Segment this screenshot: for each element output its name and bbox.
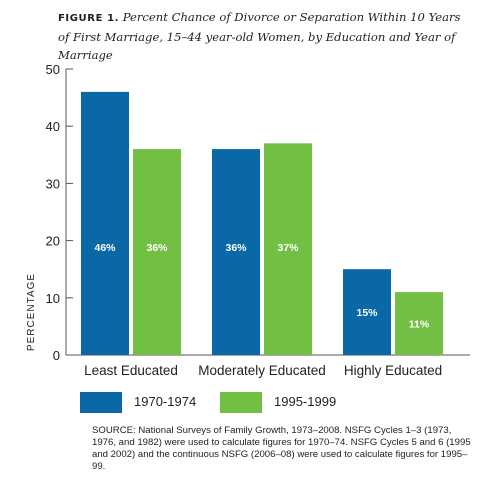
data-label: 37% bbox=[277, 242, 299, 254]
data-label: 36% bbox=[146, 242, 168, 254]
bar-least-educated-1995-1999 bbox=[133, 149, 181, 355]
x-category-label: Moderately Educated bbox=[198, 363, 326, 378]
figure-label: FIGURE 1. bbox=[58, 13, 120, 24]
bar-highly-educated-1970-1974 bbox=[343, 269, 391, 355]
legend-label-1995-1999: 1995-1999 bbox=[274, 394, 337, 409]
legend-swatch-1995-1999 bbox=[220, 392, 262, 413]
source-note: SOURCE: National Surveys of Family Growt… bbox=[92, 425, 471, 472]
bar-least-educated-1970-1974 bbox=[81, 91, 129, 355]
bar-chart: 0 10 20 30 40 50 PERCENTAGE 46% 36% Least Educate… bbox=[26, 62, 470, 378]
y-tick-label: 10 bbox=[46, 291, 60, 306]
y-tick-label: 50 bbox=[46, 62, 60, 77]
figure-caption: FIGURE 1. Percent Chance of Divorce or S… bbox=[58, 8, 474, 64]
data-label: 36% bbox=[225, 242, 247, 254]
data-label: 15% bbox=[356, 307, 378, 319]
bar-moderately-educated-1995-1999 bbox=[264, 143, 312, 355]
x-category-label: Highly Educated bbox=[344, 363, 442, 378]
legend-label-1970-1974: 1970-1974 bbox=[134, 394, 197, 409]
bar-moderately-educated-1970-1974 bbox=[212, 149, 260, 355]
legend-swatch-1970-1974 bbox=[80, 392, 122, 413]
data-label: 11% bbox=[409, 319, 430, 331]
y-tick-label: 30 bbox=[46, 176, 60, 191]
y-tick-label: 40 bbox=[46, 119, 60, 134]
figure-title: Percent Chance of Divorce or Separation … bbox=[58, 10, 461, 62]
y-tick-label: 20 bbox=[46, 234, 60, 249]
x-category-label: Least Educated bbox=[84, 363, 178, 378]
bar-highly-educated-1995-1999 bbox=[395, 292, 443, 355]
data-label: 46% bbox=[94, 242, 116, 254]
y-axis-title: PERCENTAGE bbox=[26, 273, 37, 351]
y-tick-label: 0 bbox=[53, 348, 60, 363]
